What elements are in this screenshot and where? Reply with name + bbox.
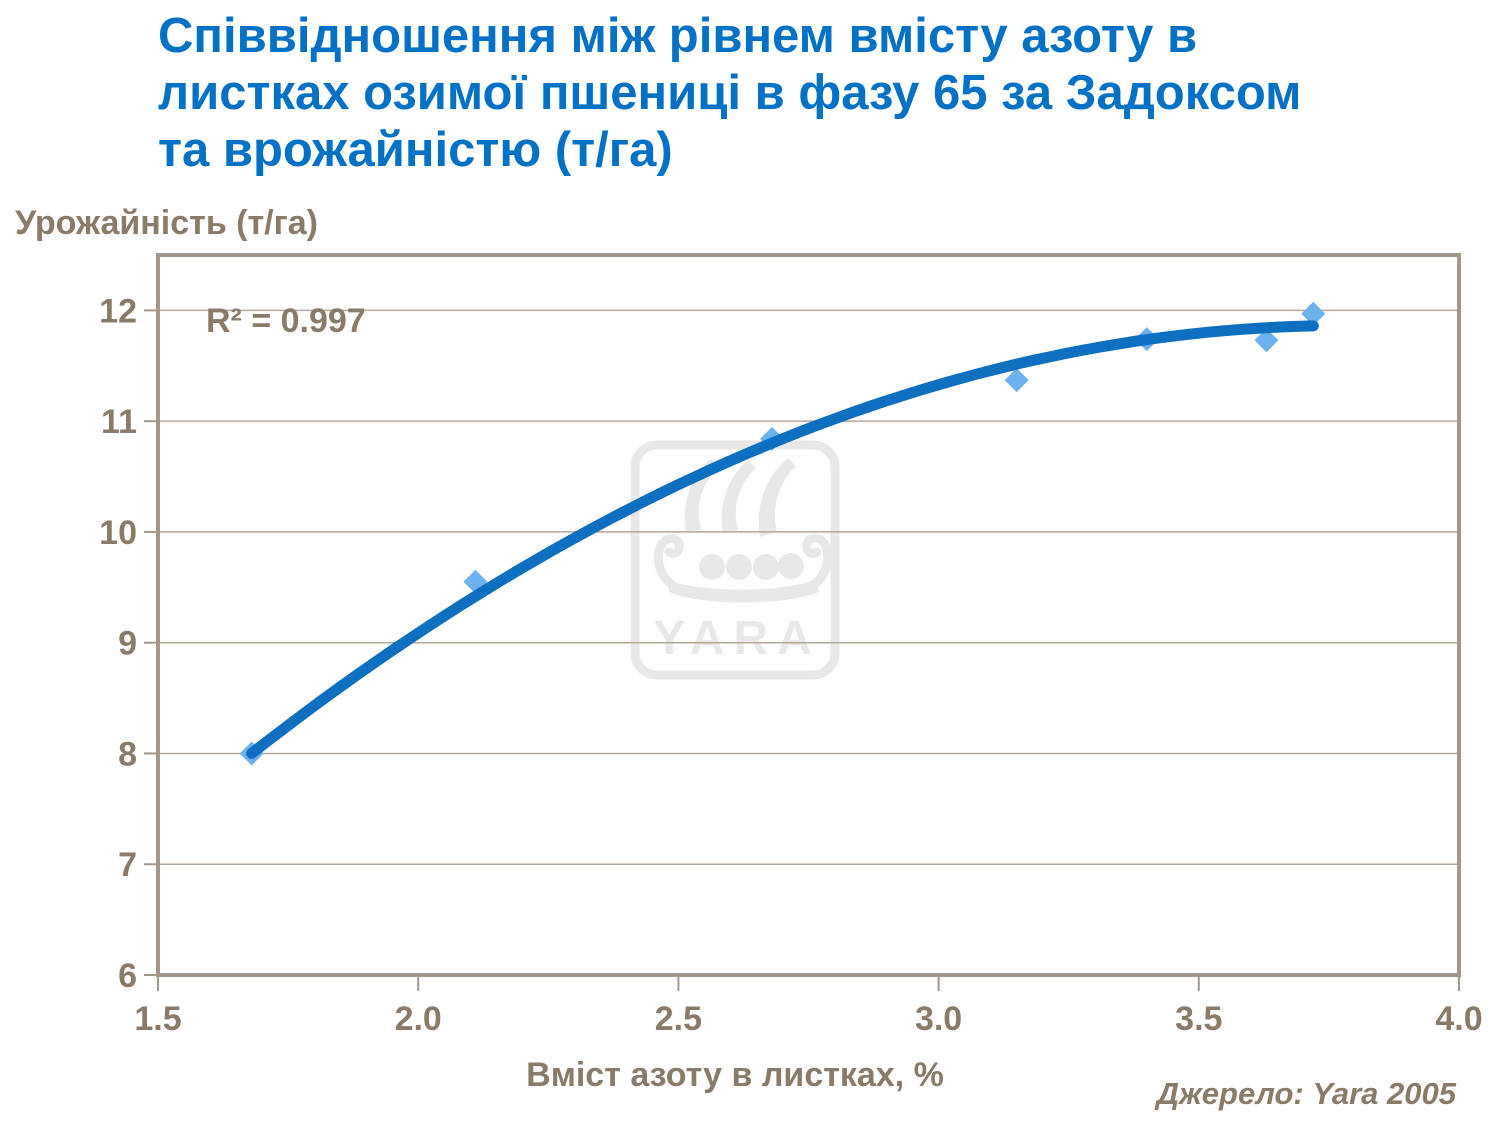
y-tick-label: 9: [118, 625, 137, 663]
watermark-prow-curl: [802, 533, 833, 593]
watermark-shield: [753, 554, 779, 580]
y-tick-label: 8: [118, 735, 137, 773]
x-tick-label: 2.0: [395, 1000, 442, 1038]
x-tick-label: 2.5: [655, 1000, 702, 1038]
watermark-sail-arc: [758, 458, 796, 537]
watermark-sail-arc: [721, 460, 756, 534]
trend-line: [246, 320, 1319, 759]
watermark-sail-arc: [684, 459, 719, 533]
data-point-marker: [1301, 301, 1326, 326]
watermark-shield: [726, 554, 752, 580]
r-squared-annotation: R² = 0.997: [206, 302, 366, 340]
watermark-frame: [630, 440, 840, 680]
x-tick-label: 1.5: [134, 1000, 181, 1038]
y-axis-title: Урожайність (т/га): [15, 204, 318, 242]
source-credit: Джерело: Yara 2005: [1156, 1076, 1456, 1111]
y-tick-label: 11: [101, 403, 137, 441]
y-tick-label: 10: [99, 514, 137, 552]
data-point-marker: [1004, 368, 1029, 393]
x-tick-label: 3.0: [915, 1000, 962, 1038]
watermark-shield: [778, 553, 804, 579]
plot-border: [156, 253, 1461, 977]
y-tick-label: 7: [118, 846, 137, 884]
slide-title-line: та врожайністю (т/га): [158, 123, 673, 177]
chart-layers: 6 7 8 9 10 11 12 1.5 2.0 2.5 3.0 3.5 4.0: [99, 253, 1483, 1038]
y-tick-label: 12: [99, 292, 137, 330]
x-axis-title: Вміст азоту в листках, %: [526, 1056, 944, 1094]
watermark-text: YARA: [653, 612, 821, 665]
watermark-ship-hull: [668, 579, 819, 603]
y-tick-label: 6: [118, 957, 137, 995]
yara-watermark-logo: YARA: [630, 440, 840, 680]
slide-title-line: Співвідношення між рівнем вмісту азоту в: [158, 9, 1198, 63]
slide-title-line: листках озимої пшениці в фазу 65 за Задо…: [158, 66, 1302, 120]
x-tick-label: 4.0: [1435, 1000, 1482, 1038]
x-tick-label: 3.5: [1175, 1000, 1222, 1038]
watermark-shield: [699, 554, 725, 580]
slide-title: Співвідношення між рівнем вмісту азоту в…: [158, 8, 1408, 179]
watermark-stern-curl: [653, 533, 684, 593]
data-point-marker: [1254, 328, 1279, 353]
